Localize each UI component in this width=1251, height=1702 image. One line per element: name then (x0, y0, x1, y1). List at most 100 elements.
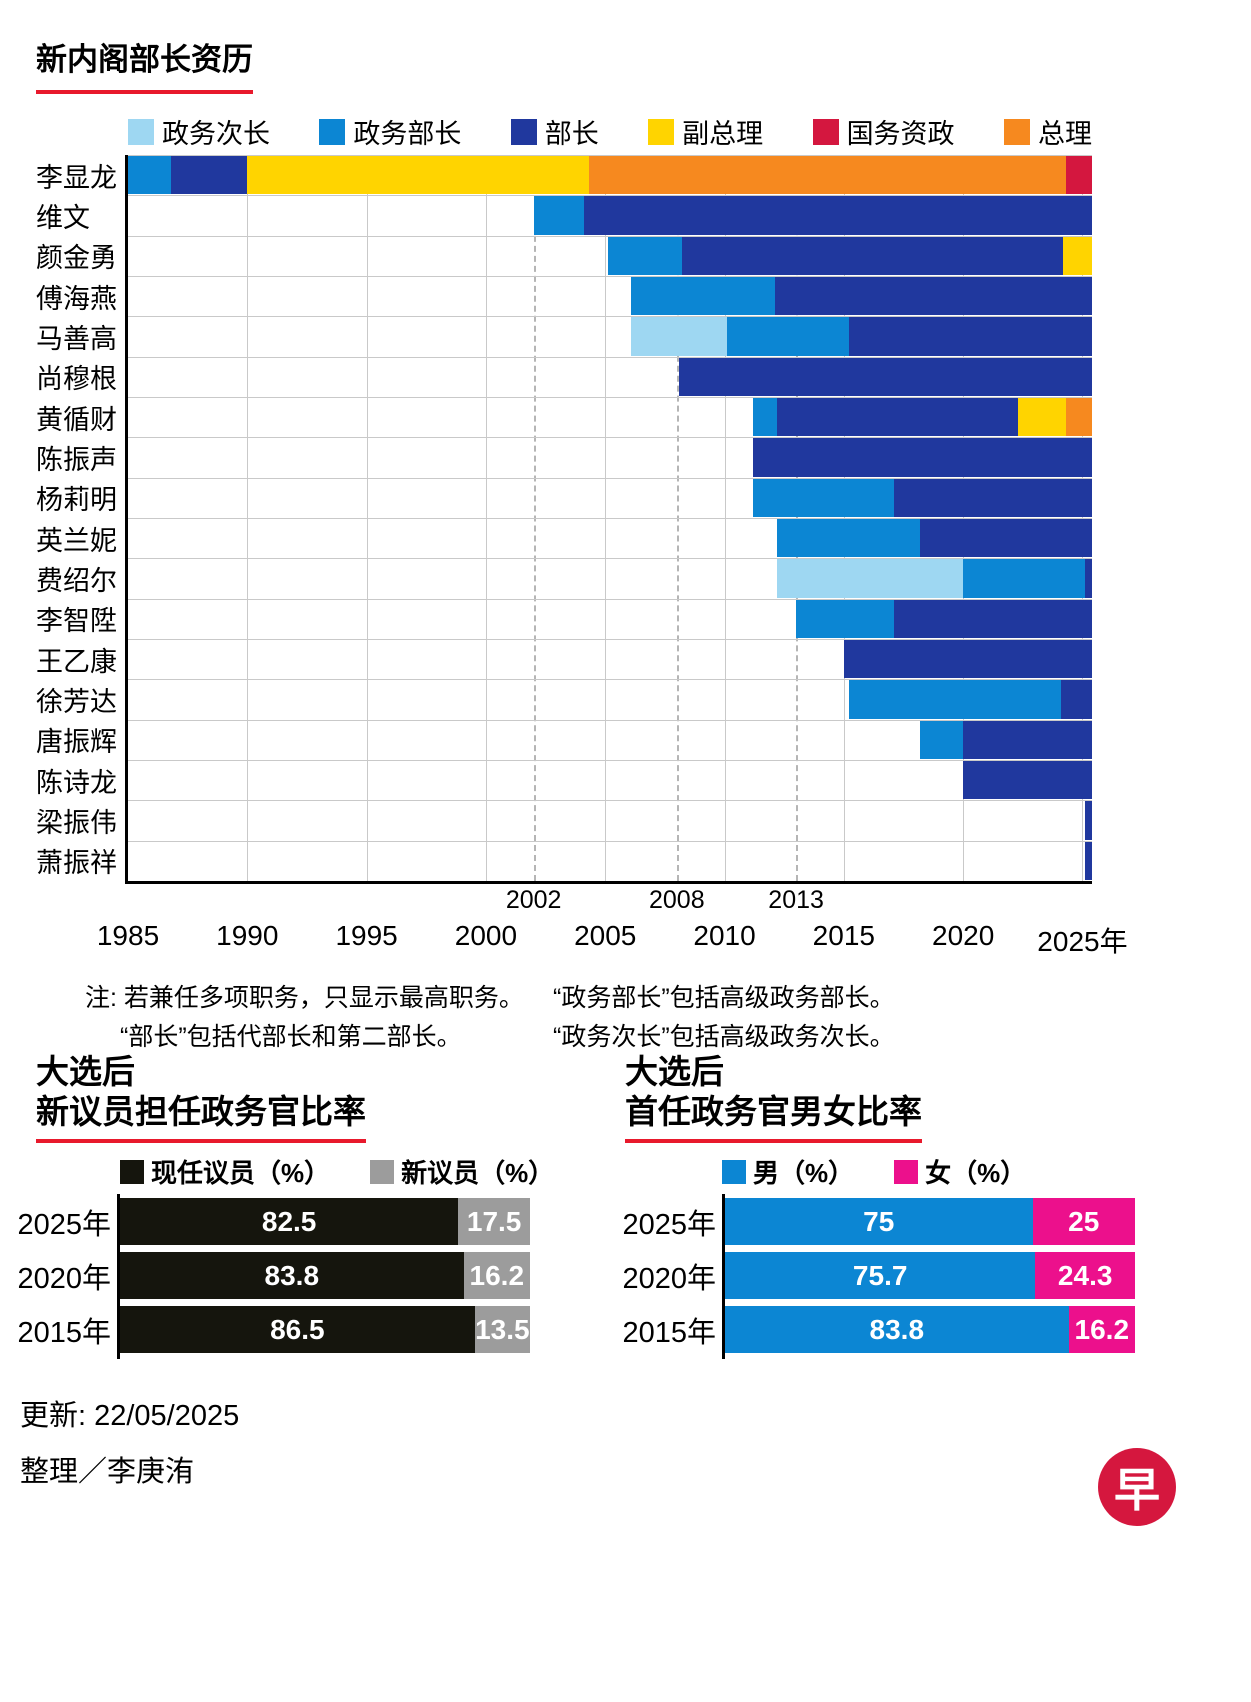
zaobao-logo: 早 (1098, 1448, 1176, 1526)
timeline-bar-minister (963, 761, 1092, 800)
x-tick-2000: 2000 (454, 920, 518, 951)
row-label: 王乙康 (36, 646, 117, 677)
bar-row: 2015年 83.8 16.2 (622, 1306, 1135, 1353)
gantt-row (128, 720, 1092, 761)
chart-note: 注: 若兼任多项职务，只显示最高职务。 (85, 984, 524, 1012)
sub-chart-title: 大选后 首任政务官男女比率 (625, 1052, 922, 1143)
gantt-row (128, 236, 1092, 277)
gender-ratio-chart: 大选后 首任政务官男女比率 男（%） 女（%） 2025年 75 25 2020年 75.… (605, 1052, 1185, 1372)
timeline-bar-dpm (247, 156, 589, 195)
bar-row-label: 2015年 (17, 1316, 111, 1349)
bar-row: 2020年 75.7 24.3 (622, 1252, 1135, 1299)
x-tick-2025: 2025年 (1037, 926, 1128, 957)
row-label: 傅海燕 (36, 283, 117, 314)
row-label: 萧振祥 (36, 848, 117, 879)
bar-row-label: 2025年 (17, 1208, 111, 1241)
bar-track: 75 25 (725, 1198, 1135, 1245)
gantt-row (128, 801, 1092, 842)
bar-segment-male_blue: 75.7 (725, 1252, 1036, 1299)
row-label: 李智陞 (36, 606, 117, 637)
chart-note: “政务部长”包括高级政务部长。 (553, 984, 895, 1012)
x-tick-2015: 2015 (812, 920, 875, 951)
timeline-bar-minister_state (920, 720, 964, 759)
bar-row-label: 2015年 (622, 1316, 716, 1349)
timeline-bar-minister_state (777, 519, 921, 558)
gantt-row (128, 438, 1092, 479)
timeline-bar-minister_state (753, 398, 778, 437)
timeline-bar-dpm (1018, 398, 1066, 437)
timeline-bar-parl_sec (777, 559, 964, 598)
chart-footnotes: 注: 若兼任多项职务，只显示最高职务。 “政务部长”包括高级政务部长。 “部长”包括… (0, 976, 1251, 1051)
legend-item: 男（%） (722, 1153, 854, 1190)
timeline-bar-senior_minister (1065, 156, 1092, 195)
gantt-row (128, 841, 1092, 882)
sub-chart-title-line1: 大选后 (625, 1053, 724, 1090)
y-axis-line (125, 155, 128, 884)
legend-swatch (648, 118, 675, 145)
timeline-bar-minister_state (631, 277, 775, 316)
sub-chart-axis-line (117, 1194, 120, 1359)
timeline-bar-minister (777, 398, 1019, 437)
bar-track: 75.7 24.3 (725, 1252, 1135, 1299)
legend-label: 新议员（%） (401, 1158, 555, 1188)
timeline-bar-pm (1065, 398, 1092, 437)
sub-chart-bars: 2025年 75 25 2020年 75.7 24.3 2015年 83.8 16.2 (622, 1198, 1135, 1360)
bar-row: 2025年 82.5 17.5 (17, 1198, 530, 1245)
sub-chart-legend: 现任议员（%） 新议员（%） (120, 1153, 554, 1190)
timeline-bar-minister_state (607, 236, 682, 275)
timeline-bar-minister (753, 438, 1092, 477)
bar-row: 2015年 86.5 13.5 (17, 1306, 530, 1353)
timeline-bar-minister (681, 236, 1064, 275)
timeline-bar-minister_state (963, 559, 1085, 598)
update-date: 更新: 22/05/2025 (20, 1400, 240, 1432)
legend-swatch (319, 118, 346, 145)
bar-track: 83.8 16.2 (725, 1306, 1135, 1353)
gantt-row (128, 357, 1092, 398)
legend-swatch (510, 118, 537, 145)
bar-segment-female_pink: 24.3 (1035, 1252, 1135, 1299)
timeline-bar-minister_state (848, 680, 1061, 719)
gantt-row (128, 317, 1092, 358)
legend-label: 副总理 (682, 119, 764, 149)
bar-row: 2020年 83.8 16.2 (17, 1252, 530, 1299)
row-label: 陈振声 (36, 444, 117, 475)
bar-segment-female_pink: 25 (1032, 1198, 1135, 1245)
gantt-row (128, 519, 1092, 560)
timeline-bar-minister (893, 599, 1092, 638)
row-label: 杨莉明 (36, 485, 117, 516)
chart-note: “部长”包括代部长和第二部长。 (120, 1023, 462, 1051)
timeline-bar-minister_state (753, 478, 894, 517)
legend-label: 国务资政 (846, 119, 955, 149)
row-label: 李显龙 (36, 162, 117, 193)
x-tick-1985: 1985 (96, 920, 160, 951)
sub-chart-title-line2: 首任政务官男女比率 (625, 1092, 922, 1143)
timeline-bar-minister (170, 156, 248, 195)
sub-chart-bars: 2025年 82.5 17.5 2020年 83.8 16.2 2015年 86.5 13.5 (17, 1198, 530, 1360)
legend-item: 女（%） (894, 1153, 1026, 1190)
row-label: 梁振伟 (36, 807, 117, 838)
timeline-bar-dpm (1063, 236, 1092, 275)
timeline-bar-minister (774, 277, 1092, 316)
x-tick-2010: 2010 (693, 920, 756, 951)
timeline-bar-minister (893, 478, 1092, 517)
bar-segment-incumbent_black: 86.5 (120, 1306, 475, 1353)
gantt-row (128, 156, 1092, 197)
timeline-bar-minister (1084, 801, 1092, 840)
gantt-legend: 政务次长 政务部长 部长 副总理 国务资政 总理 (128, 112, 1092, 151)
legend-swatch (370, 1159, 395, 1184)
gantt-row (128, 398, 1092, 439)
row-label: 徐芳达 (36, 686, 117, 717)
bar-segment-new_gray: 13.5 (474, 1306, 530, 1353)
gantt-row (128, 277, 1092, 318)
x-tick-2005: 2005 (574, 920, 637, 951)
bar-segment-male_blue: 83.8 (725, 1306, 1069, 1353)
timeline-bar-minister (679, 357, 1092, 396)
logo-glyph: 早 (1114, 1464, 1160, 1516)
x-tick-1990: 1990 (216, 920, 279, 951)
x-tick-2013: 2013 (768, 886, 824, 914)
legend-label: 部长 (544, 119, 599, 149)
timeline-bar-minister_state (128, 156, 171, 195)
legend-swatch (894, 1159, 919, 1184)
bar-row-label: 2025年 (622, 1208, 716, 1241)
timeline-bar-minister_state (726, 317, 849, 356)
